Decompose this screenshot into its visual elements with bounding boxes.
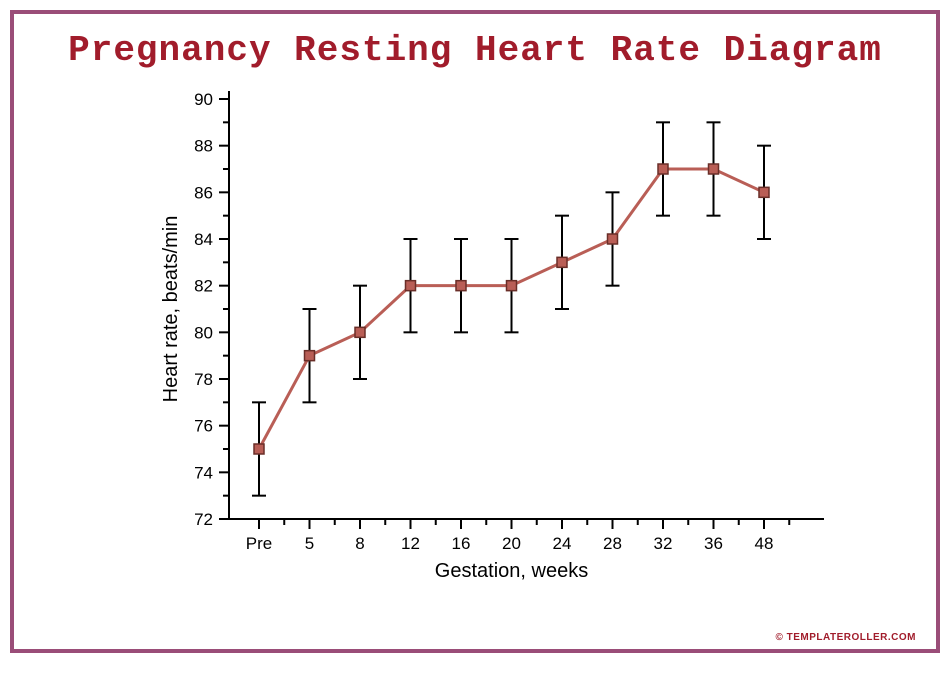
x-tick-label: 24 [553, 534, 572, 553]
y-tick-label: 90 [194, 90, 213, 109]
x-tick-label: 12 [401, 534, 420, 553]
x-tick-label: 16 [452, 534, 471, 553]
y-tick-label: 84 [194, 230, 213, 249]
data-marker [305, 351, 315, 361]
chart-frame: Pregnancy Resting Heart Rate Diagram 727… [10, 10, 940, 653]
data-marker [557, 257, 567, 267]
y-tick-label: 82 [194, 277, 213, 296]
y-tick-label: 88 [194, 137, 213, 156]
data-marker [456, 281, 466, 291]
x-axis-label: Gestation, weeks [435, 560, 588, 582]
data-marker [254, 444, 264, 454]
chart-area: 72 74 76 78 80 82 84 86 88 90 Pre 5 8 12 16 20 24 28 32 36 4… [154, 89, 834, 619]
y-tick-label: 86 [194, 183, 213, 202]
x-tick-label: 5 [305, 534, 314, 553]
x-tick-label: 48 [755, 534, 774, 553]
x-tick-label: 8 [355, 534, 364, 553]
data-marker [608, 234, 618, 244]
y-tick-label: 80 [194, 323, 213, 342]
x-tick-label: 36 [704, 534, 723, 553]
y-tick-label: 74 [194, 463, 213, 482]
x-tick-label: 20 [502, 534, 521, 553]
data-marker [658, 164, 668, 174]
y-tick-label: 78 [194, 370, 213, 389]
data-marker [355, 327, 365, 337]
heart-rate-chart: 72 74 76 78 80 82 84 86 88 90 Pre 5 8 12 16 20 24 28 32 36 4… [154, 89, 834, 619]
x-tick-label: 28 [603, 534, 622, 553]
data-marker [709, 164, 719, 174]
y-tick-label: 76 [194, 417, 213, 436]
data-marker [759, 187, 769, 197]
chart-title: Pregnancy Resting Heart Rate Diagram [14, 14, 936, 75]
data-marker [406, 281, 416, 291]
y-axis-label: Heart rate, beats/min [160, 216, 182, 403]
x-tick-label: 32 [654, 534, 673, 553]
data-marker [507, 281, 517, 291]
y-tick-label: 72 [194, 510, 213, 529]
attribution-text: © TEMPLATEROLLER.COM [775, 632, 916, 643]
x-tick-label: Pre [246, 534, 272, 553]
